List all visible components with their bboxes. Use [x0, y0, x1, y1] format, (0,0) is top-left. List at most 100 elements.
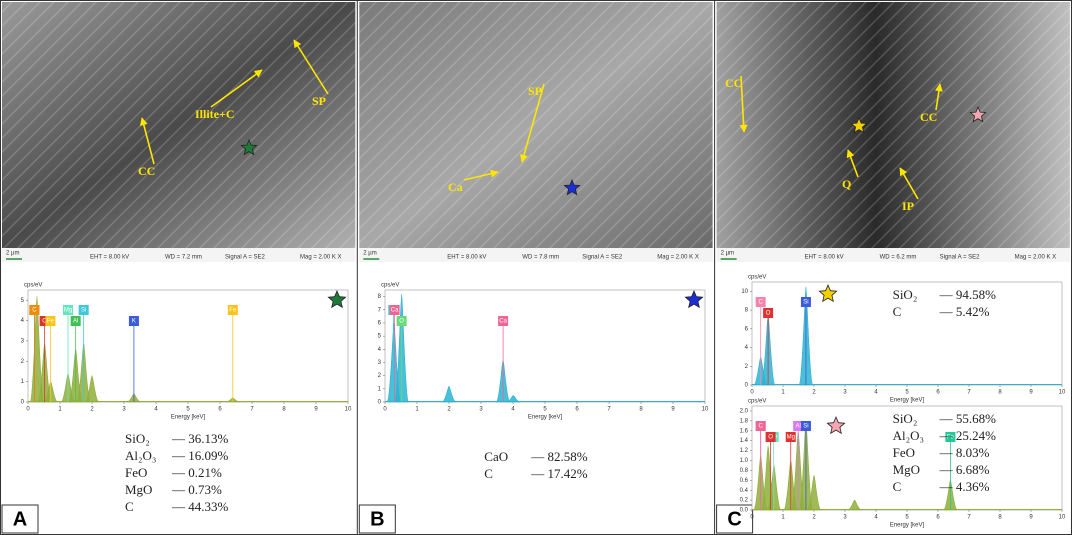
y-axis-label: cps/eV [748, 399, 766, 405]
sem-label: CC [725, 76, 742, 90]
x-tick-label: 1 [415, 407, 419, 413]
compound: Al₂O₃ [125, 448, 156, 463]
compound: FeO [893, 445, 915, 460]
percentage: — 6.68% [939, 462, 990, 477]
x-tick-label: 1 [781, 390, 785, 396]
x-tick-label: 1 [781, 515, 785, 521]
x-tick-label: 5 [905, 515, 909, 521]
x-tick-label: 1 [58, 407, 62, 413]
element-label: Mg [64, 308, 72, 314]
arrow [293, 39, 329, 95]
y-tick-label: 0.8 [740, 468, 749, 474]
element-tag [45, 316, 56, 326]
element-tag [800, 421, 811, 431]
x-tick-label: 3 [122, 407, 126, 413]
element-tag [29, 305, 40, 315]
x-tick-label: 8 [998, 515, 1002, 521]
element-tag [70, 316, 81, 326]
percentage: — 36.13% [171, 431, 229, 446]
x-tick-label: 10 [1059, 390, 1066, 396]
element-label: Al [73, 319, 78, 325]
percentage: — 25.24% [939, 428, 997, 443]
sem-star [969, 105, 987, 123]
y-axis-label: cps/eV [24, 283, 42, 289]
y-tick-label: 3 [378, 360, 382, 366]
spectrum-peak [441, 385, 457, 403]
sem-label: CC [920, 110, 937, 124]
y-tick-label: 4 [745, 345, 749, 351]
element-tag [755, 421, 766, 431]
element-tag [945, 432, 956, 442]
x-tick-label: 9 [671, 407, 675, 413]
sem-label: Q [842, 177, 851, 191]
x-tick-label: 6 [936, 515, 940, 521]
info-bar [716, 248, 1070, 262]
x-tick-label: 3 [843, 390, 847, 396]
element-tag [396, 316, 407, 326]
x-tick-label: 10 [345, 407, 352, 413]
y-tick-label: 6 [378, 321, 382, 327]
x-tick-label: 7 [607, 407, 611, 413]
y-tick-label: 0 [21, 400, 25, 406]
y-tick-label: 8 [378, 294, 382, 300]
sem-label: SP [528, 84, 542, 98]
y-tick-label: 3 [21, 338, 25, 344]
x-tick-label: 0 [383, 407, 387, 413]
x-tick-label: 8 [998, 390, 1002, 396]
y-tick-label: 1.0 [740, 458, 749, 464]
percentage: — 5.42% [939, 304, 990, 319]
x-tick-label: 5 [905, 390, 909, 396]
x-tick-label: 7 [250, 407, 254, 413]
element-tag [785, 432, 796, 442]
x-tick-label: 3 [843, 515, 847, 521]
info-text: Signal A = SE2 [225, 255, 266, 261]
scale-label: 2 µm [6, 251, 19, 257]
x-tick-label: 7 [967, 515, 971, 521]
info-text: EHT = 8.00 kV [90, 255, 129, 261]
y-tick-label: 0.0 [740, 508, 749, 514]
percentage: — 8.03% [939, 445, 990, 460]
sem-star [850, 116, 868, 134]
x-tick-label: 5 [543, 407, 547, 413]
y-tick-label: 0.4 [740, 488, 749, 494]
percentage: — 0.21% [171, 465, 222, 480]
y-tick-label: 5 [21, 298, 25, 304]
info-text: Signal A = SE2 [582, 255, 623, 261]
element-label: O [42, 319, 47, 325]
y-tick-label: 0 [378, 400, 382, 406]
sem-label: CC [138, 164, 155, 178]
y-tick-label: 2 [378, 373, 382, 379]
compound: Al₂O₃ [893, 428, 924, 443]
y-tick-label: 0 [745, 383, 749, 389]
element-label: C [759, 424, 764, 430]
element-tag [227, 305, 238, 315]
plot-frame [384, 289, 706, 403]
scale-label: 2 µm [363, 251, 376, 257]
y-tick-label: 2 [745, 364, 749, 370]
y-tick-label: 0.2 [740, 498, 749, 504]
y-tick-label: 5 [378, 334, 382, 340]
element-tag [755, 297, 766, 307]
x-tick-label: 4 [874, 390, 878, 396]
x-axis-label: Energy [keV] [890, 398, 925, 404]
element-tag [63, 305, 73, 315]
element-label: Ca [499, 319, 507, 325]
compound: C [893, 479, 902, 494]
element-label: Fe [947, 435, 955, 441]
spectrum-peak [84, 375, 100, 403]
element-label: Si [803, 300, 808, 306]
info-text: Mag = 2.00 K X [657, 255, 699, 261]
element-label: Al [796, 424, 801, 430]
y-tick-label: 7 [378, 307, 382, 313]
x-tick-label: 6 [575, 407, 579, 413]
sem-label: IP [902, 199, 914, 213]
info-text: WD = 6.2 mm [880, 255, 917, 261]
arrow [210, 69, 263, 108]
panel-letter: A [13, 508, 27, 530]
y-tick-label: 10 [741, 289, 748, 295]
panel-letter-box [716, 504, 754, 534]
compound: SiO₂ [125, 431, 150, 446]
y-tick-label: 1.8 [740, 418, 749, 424]
compound: CaO [484, 449, 508, 464]
x-axis-label: Energy [keV] [890, 523, 925, 529]
